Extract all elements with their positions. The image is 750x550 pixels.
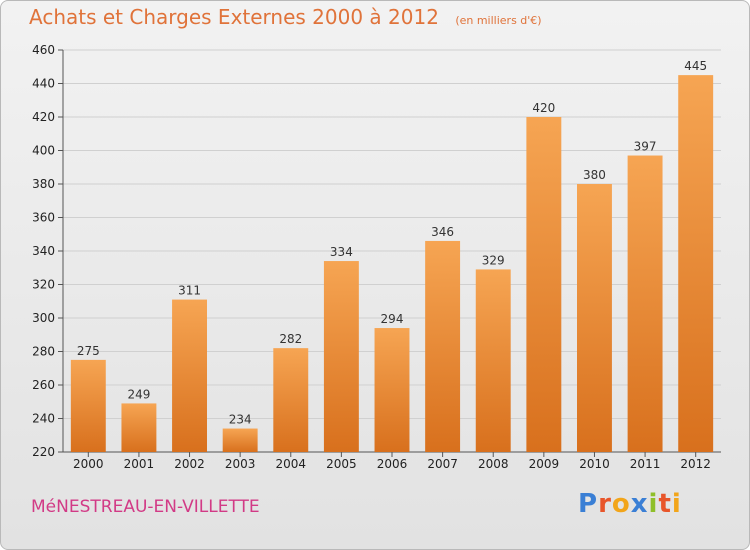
bar-2012: [678, 75, 714, 452]
chart-title-text: Achats et Charges Externes 2000 à 2012: [29, 5, 439, 29]
bar-2004: [273, 348, 309, 452]
y-tick-label: 400: [32, 144, 55, 158]
y-tick-label: 360: [32, 211, 55, 225]
y-tick-label: 240: [32, 412, 55, 426]
logo-letter: i: [671, 489, 682, 519]
logo-letter: i: [648, 489, 659, 519]
y-tick-label: 280: [32, 345, 55, 359]
x-tick-label-2003: 2003: [225, 457, 256, 471]
x-tick-label-2012: 2012: [680, 457, 711, 471]
x-tick-label-2007: 2007: [427, 457, 458, 471]
data-label-2007: 346: [431, 225, 454, 239]
data-label-2000: 275: [77, 344, 100, 358]
data-label-2005: 334: [330, 245, 353, 259]
x-tick-label-2009: 2009: [529, 457, 560, 471]
bar-2010: [576, 184, 612, 452]
y-tick-label: 420: [32, 110, 55, 124]
data-label-2004: 282: [279, 332, 302, 346]
chart-title: Achats et Charges Externes 2000 à 2012 (…: [29, 5, 542, 29]
bar-2003: [222, 428, 258, 452]
x-tick-label-2008: 2008: [478, 457, 509, 471]
commune-name: MéNESTREAU-EN-VILLETTE: [31, 497, 260, 517]
data-label-2010: 380: [583, 168, 606, 182]
y-tick-label: 460: [32, 43, 55, 57]
bar-2001: [121, 403, 157, 452]
y-tick-label: 320: [32, 278, 55, 292]
x-tick-labels: 2000 2001 2002 2003 2004 2005 2006 2007 2008 2009…: [73, 452, 711, 471]
y-tick-label: 380: [32, 177, 55, 191]
proxiti-logo[interactable]: Proxiti: [578, 489, 682, 519]
bar-2002: [172, 299, 208, 452]
logo-letter: o: [611, 489, 631, 519]
x-tick-label-2010: 2010: [579, 457, 610, 471]
x-tick-label-2001: 2001: [124, 457, 155, 471]
x-tick-label-2006: 2006: [377, 457, 408, 471]
bar-2011: [627, 155, 663, 452]
data-label-2008: 329: [482, 253, 505, 267]
y-tick-labels: 220 240 260 280 300 320 340 360 380 400 420 440 460: [32, 43, 55, 459]
y-tick-label: 440: [32, 77, 55, 91]
x-tick-label-2005: 2005: [326, 457, 357, 471]
bar-2009: [526, 117, 562, 452]
y-tick-label: 220: [32, 445, 55, 459]
x-tick-label-2011: 2011: [630, 457, 661, 471]
data-label-2006: 294: [381, 312, 404, 326]
data-label-2001: 249: [127, 387, 150, 401]
logo-letter: t: [658, 489, 672, 519]
x-tick-label-2000: 2000: [73, 457, 104, 471]
bar-2005: [323, 261, 359, 452]
y-tick-label: 340: [32, 244, 55, 258]
data-label-2003: 234: [229, 413, 252, 427]
x-tick-label-2004: 2004: [275, 457, 306, 471]
data-label-2011: 397: [634, 140, 657, 154]
logo-letter: r: [598, 489, 612, 519]
data-label-2009: 420: [532, 101, 555, 115]
logo-letter: x: [630, 489, 649, 519]
chart-unit: (en milliers d'€): [455, 14, 542, 27]
y-tick-label: 260: [32, 378, 55, 392]
bar-2006: [374, 328, 410, 452]
data-label-2002: 311: [178, 284, 201, 298]
logo-letter: P: [578, 489, 599, 519]
x-tick-label-2002: 2002: [174, 457, 205, 471]
bars: [70, 75, 714, 452]
data-labels: 275 249 311 234 282 334 294 346 329 420 380 397 445: [77, 59, 707, 426]
bar-2000: [70, 359, 106, 452]
bar-2008: [475, 269, 511, 452]
y-tick-label: 300: [32, 311, 55, 325]
bar-2007: [425, 240, 461, 452]
data-label-2012: 445: [684, 59, 707, 73]
